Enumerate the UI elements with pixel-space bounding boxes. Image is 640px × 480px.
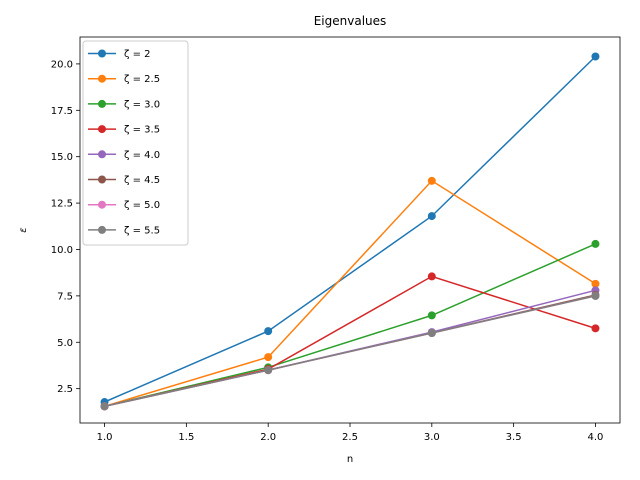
legend-box — [82, 40, 189, 246]
legend-item: ζ = 2.5 — [88, 74, 160, 85]
legend-marker — [98, 175, 106, 184]
legend-item: ζ = 2 — [88, 49, 151, 60]
legend-item: ζ = 3.0 — [88, 99, 160, 110]
x-tick-label: 2.0 — [260, 432, 276, 443]
data-point — [264, 366, 273, 375]
y-tick-label: 10.0 — [51, 245, 73, 256]
y-tick-label: 15.0 — [51, 152, 73, 163]
legend-marker — [98, 125, 106, 134]
x-tick-label: 3.5 — [506, 432, 522, 443]
series-1 — [100, 52, 600, 407]
legend-marker — [98, 99, 106, 108]
legend-item: ζ = 3.5 — [88, 125, 160, 136]
y-axis-label: ε — [18, 227, 29, 233]
series-8 — [100, 291, 600, 411]
data-point — [427, 212, 436, 221]
data-point — [100, 402, 109, 411]
x-tick-label: 3.0 — [424, 432, 440, 443]
legend-item: ζ = 4.0 — [88, 150, 160, 161]
legend-item: ζ = 5.0 — [88, 200, 160, 211]
data-point — [427, 272, 436, 281]
legend-label: ζ = 3.5 — [124, 125, 160, 136]
legend-label: ζ = 5.0 — [124, 200, 160, 211]
legend: ζ = 2 ζ = 2.5 ζ = 3.0 ζ = 3.5 ζ = 4.0 ζ = 4.5… — [82, 40, 189, 246]
legend-marker — [98, 225, 106, 234]
chart-title: Eigenvalues — [314, 14, 387, 28]
data-point — [427, 328, 436, 337]
series-line — [104, 243, 596, 408]
x-axis-label: n — [347, 454, 353, 465]
data-point — [591, 52, 600, 61]
data-point — [264, 327, 273, 336]
y-tick-label: 2.5 — [57, 384, 73, 395]
x-tick-label: 1.0 — [97, 432, 113, 443]
data-point — [264, 353, 273, 362]
x-tick-label: 2.5 — [342, 432, 358, 443]
data-point — [427, 311, 436, 320]
y-tick-label: 17.5 — [51, 106, 73, 117]
data-point — [591, 324, 600, 333]
legend-marker — [98, 200, 106, 209]
data-point — [427, 176, 436, 185]
data-point — [591, 291, 600, 300]
data-point — [591, 279, 600, 288]
legend-label: ζ = 4.0 — [124, 150, 160, 161]
legend-label: ζ = 2.5 — [124, 74, 160, 85]
series-layer — [100, 52, 600, 411]
data-point — [591, 239, 600, 248]
series-line — [104, 179, 596, 408]
y-tick-label: 12.5 — [51, 199, 73, 210]
legend-label: ζ = 4.5 — [124, 175, 160, 186]
legend-marker — [98, 150, 106, 159]
legend-item: ζ = 5.5 — [88, 225, 160, 236]
series-line — [104, 295, 596, 408]
legend-marker — [98, 49, 106, 58]
legend-item: ζ = 4.5 — [88, 175, 160, 186]
y-tick-label: 20.0 — [51, 59, 73, 70]
legend-label: ζ = 5.5 — [124, 225, 160, 236]
series-5 — [100, 286, 600, 411]
y-tick-label: 5.0 — [57, 338, 73, 349]
y-tick-label: 7.5 — [57, 291, 73, 302]
axis-ticks: 1.0 1.5 2.0 2.5 3.0 3.5 4.0 2.5 5.0 7.5 10.0 12.5 15… — [51, 59, 604, 443]
plot-frame — [79, 36, 621, 424]
legend-label: ζ = 3.0 — [124, 99, 160, 110]
legend-label: ζ = 2 — [124, 49, 151, 60]
x-tick-label: 4.0 — [588, 432, 604, 443]
series-line — [104, 55, 597, 403]
legend-marker — [98, 74, 106, 83]
x-tick-label: 1.5 — [178, 432, 194, 443]
